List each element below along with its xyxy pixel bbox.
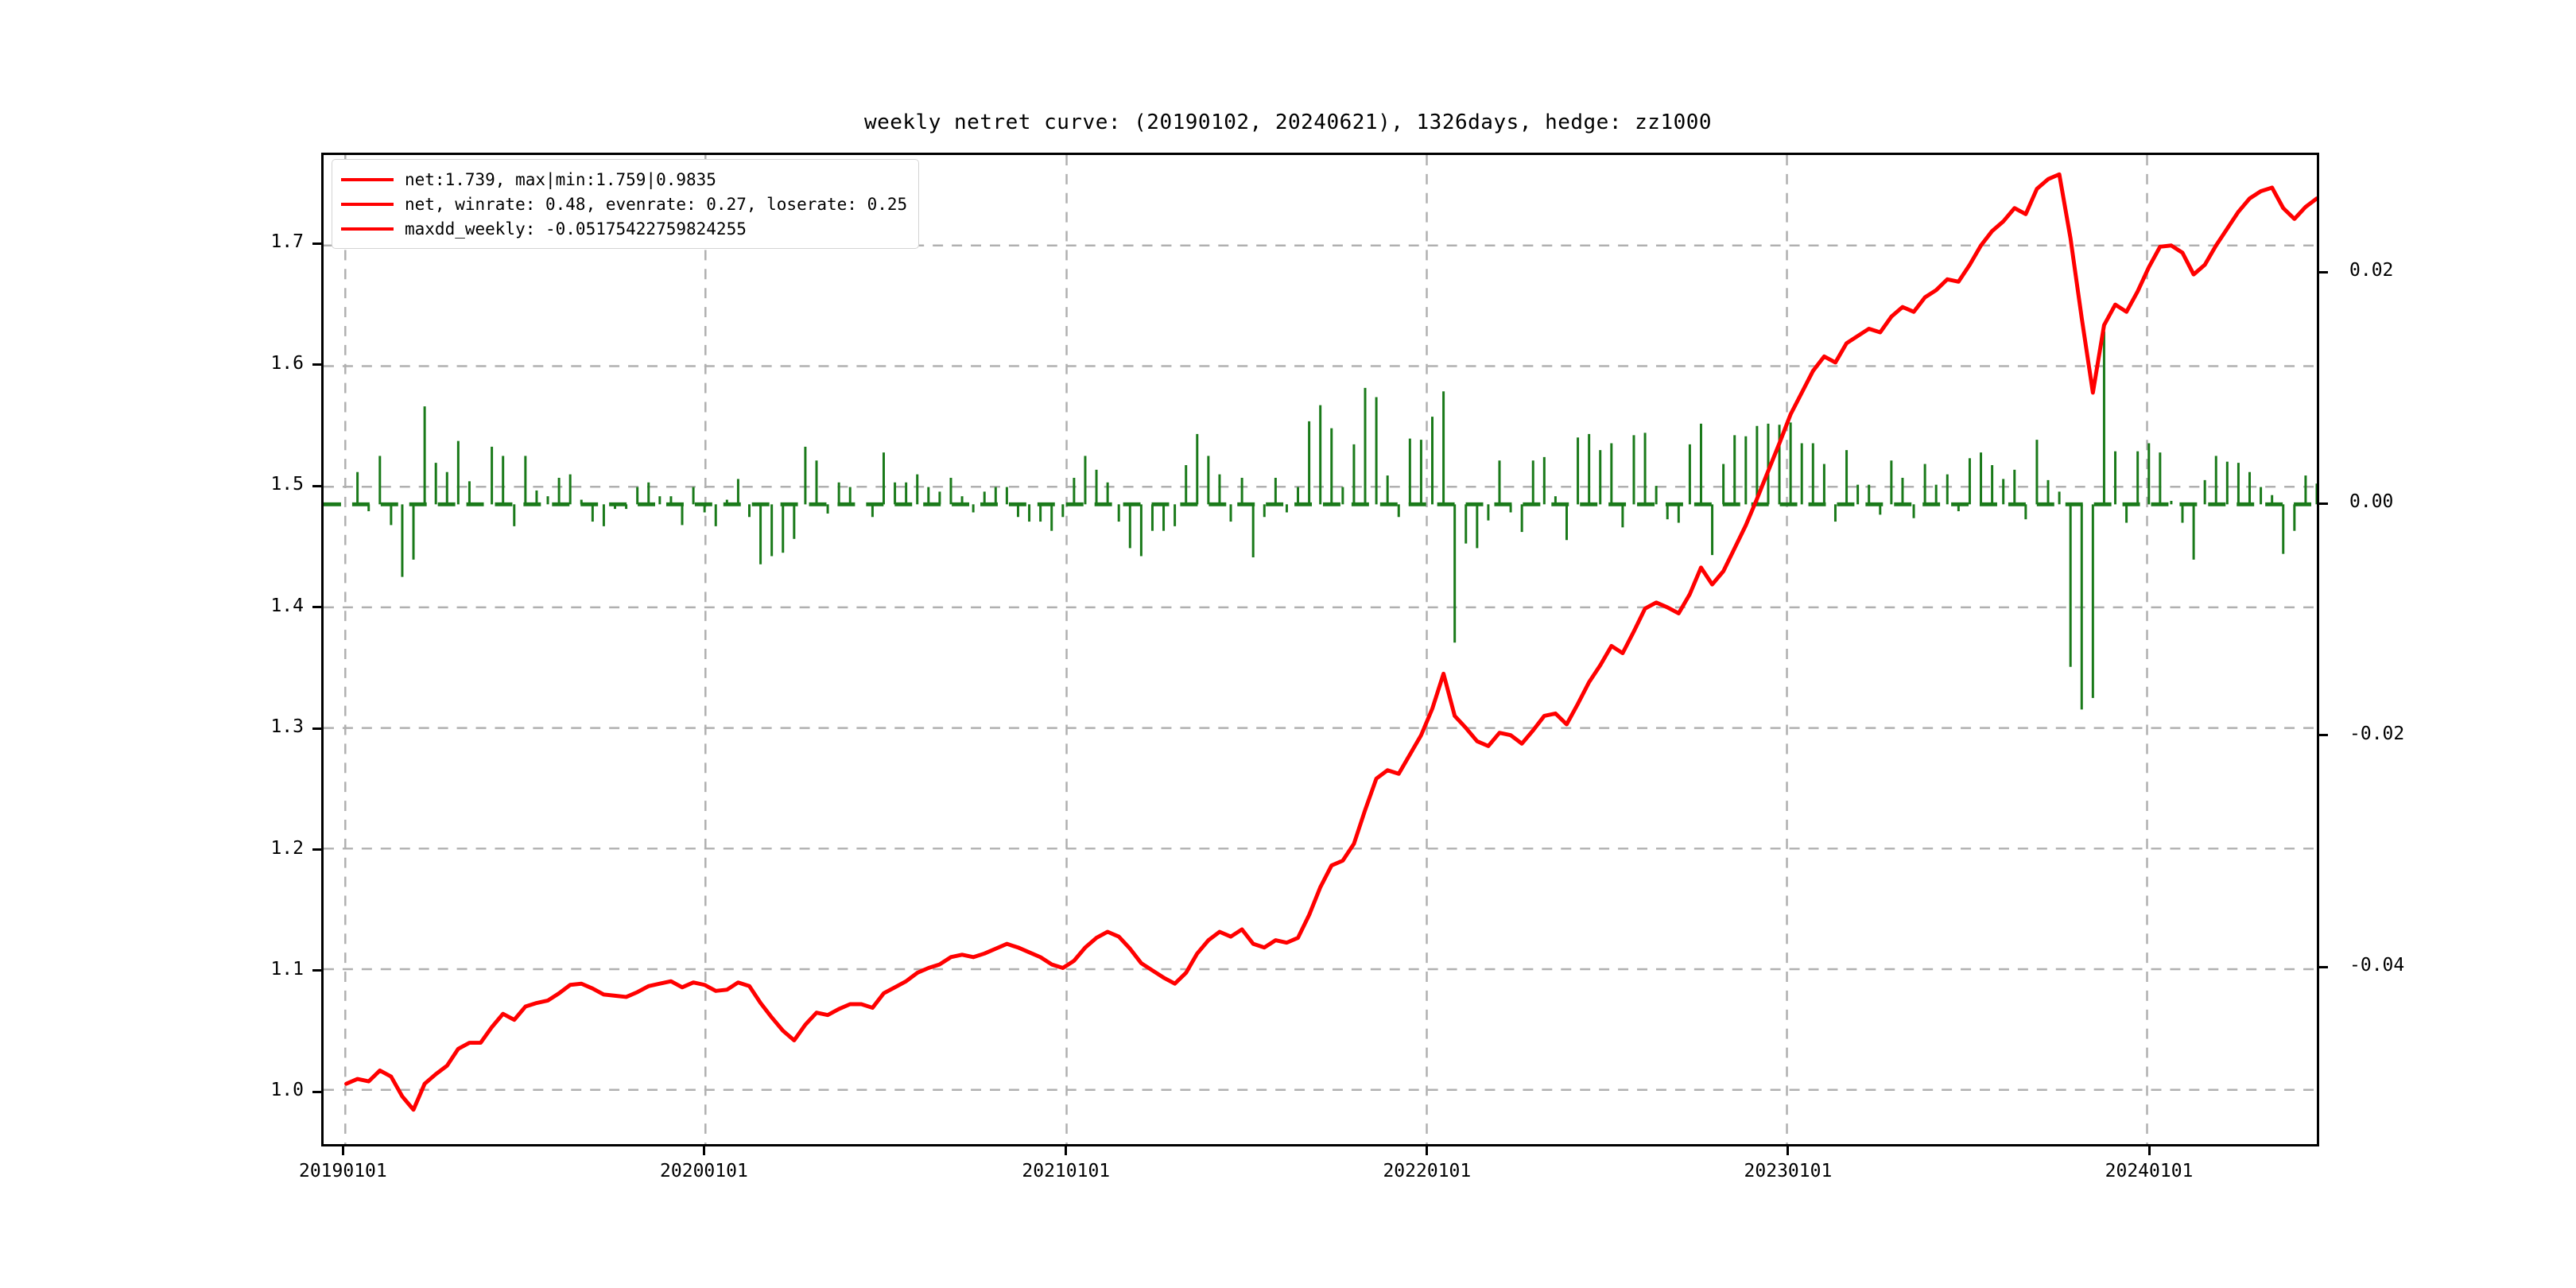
chart-canvas xyxy=(324,155,2317,1144)
y-axis-tick-mark-left xyxy=(312,606,321,609)
y-axis-tick-label-right: 0.02 xyxy=(2349,260,2394,281)
weekly-return-bars xyxy=(356,331,2317,710)
y-axis-tick-label-right: 0.00 xyxy=(2349,491,2394,513)
x-axis-tick-mark xyxy=(1065,1146,1068,1155)
legend-item-label: maxdd_weekly: -0.05175422759824255 xyxy=(405,219,747,239)
page-title: weekly netret curve: (20190102, 20240621… xyxy=(863,111,1713,134)
x-axis-tick-mark xyxy=(1426,1146,1429,1155)
y-axis-tick-mark-left xyxy=(312,1090,321,1093)
legend-item: net:1.739, max|min:1.759|0.9835 xyxy=(341,167,907,192)
legend-item-label: net:1.739, max|min:1.759|0.9835 xyxy=(405,169,716,189)
x-axis-tick-mark xyxy=(702,1146,705,1155)
legend-item: maxdd_weekly: -0.05175422759824255 xyxy=(341,216,907,241)
x-axis-tick-label: 20200101 xyxy=(660,1161,748,1181)
y-axis-tick-mark-right xyxy=(2319,734,2328,737)
legend-item: net, winrate: 0.48, evenrate: 0.27, lose… xyxy=(341,192,907,216)
y-axis-tick-label-left: 1.0 xyxy=(270,1080,304,1101)
y-axis-tick-mark-right xyxy=(2319,270,2328,274)
x-axis-tick-label: 20220101 xyxy=(1383,1161,1472,1181)
y-axis-tick-mark-left xyxy=(312,969,321,972)
legend: net:1.739, max|min:1.759|0.9835 net, win… xyxy=(332,159,920,249)
x-axis-tick-mark xyxy=(341,1146,344,1155)
y-axis-tick-label-left: 1.4 xyxy=(270,595,304,616)
y-axis-tick-mark-left xyxy=(312,484,321,487)
legend-line-icon xyxy=(341,202,394,206)
y-axis-tick-label-left: 1.7 xyxy=(270,231,304,253)
y-axis-tick-mark-left xyxy=(312,363,321,367)
x-axis-tick-label: 20190101 xyxy=(298,1161,387,1181)
legend-item-label: net, winrate: 0.48, evenrate: 0.27, lose… xyxy=(405,194,908,214)
y-axis-tick-mark-left xyxy=(312,727,321,730)
x-axis-tick-mark xyxy=(1787,1146,1790,1155)
y-axis-tick-label-left: 1.2 xyxy=(270,837,304,859)
y-axis-tick-mark-right xyxy=(2319,502,2328,505)
y-axis-tick-label-left: 1.6 xyxy=(270,352,304,374)
y-axis-tick-label-left: 1.5 xyxy=(270,474,304,495)
y-axis-tick-label-right: -0.04 xyxy=(2349,955,2405,976)
x-axis-tick-label: 20210101 xyxy=(1022,1161,1111,1181)
legend-line-icon xyxy=(341,177,394,181)
x-axis-tick-mark xyxy=(2147,1146,2151,1155)
x-axis-tick-label: 20240101 xyxy=(2105,1161,2194,1181)
y-axis-tick-label-left: 1.3 xyxy=(270,716,304,738)
net-value-curve xyxy=(344,172,2317,1112)
x-axis-tick-label: 20230101 xyxy=(1744,1161,1833,1181)
legend-line-icon xyxy=(341,227,394,231)
plot-area xyxy=(321,153,2319,1146)
y-axis-tick-label-right: -0.02 xyxy=(2349,723,2405,744)
y-axis-tick-mark-right xyxy=(2319,965,2328,968)
y-axis-tick-mark-left xyxy=(312,848,321,852)
y-axis-tick-label-left: 1.1 xyxy=(270,958,304,980)
y-axis-tick-mark-left xyxy=(312,242,321,245)
